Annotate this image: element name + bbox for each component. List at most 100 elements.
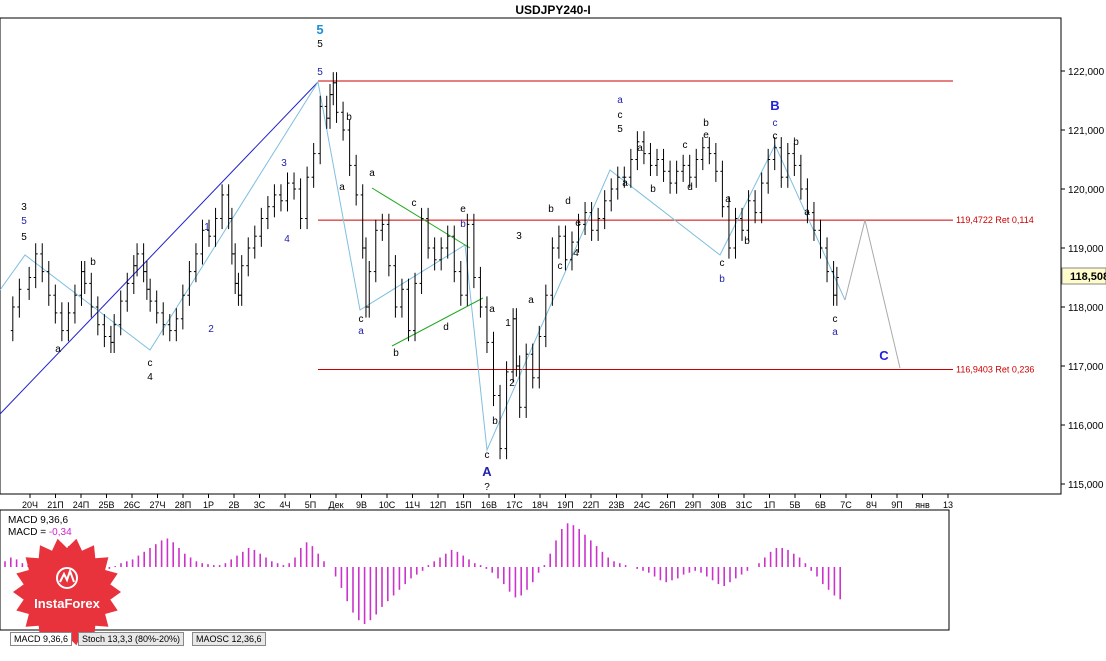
- tab-maosc[interactable]: MAOSC 12,36,6: [192, 632, 266, 646]
- wave-label: B: [770, 98, 779, 113]
- time-tick-label: 10С: [379, 500, 396, 510]
- indicator-tabbar: MACD 9,36,6 Stoch 13,3,3 (80%-20%) MAOSC…: [0, 630, 950, 646]
- logo-burst-icon: [13, 538, 121, 646]
- price-tick-label: 117,000: [1068, 362, 1104, 373]
- wave-label: 1: [204, 222, 210, 233]
- time-tick-label: 28П: [175, 500, 191, 510]
- time-tick-label: 29П: [685, 500, 701, 510]
- wave-label: c: [412, 198, 417, 209]
- time-tick-label: 11Ч: [405, 500, 420, 510]
- wave-label: ?: [484, 482, 490, 493]
- wave-label: 2: [208, 324, 214, 335]
- time-tick-label: 16В: [481, 500, 497, 510]
- wave-label: 3: [21, 202, 27, 213]
- macd-title: MACD 9,36,6: [8, 515, 69, 526]
- time-axis: 20Ч 21П 24П 25В 26С 27Ч 28П 1Р 2В 3С 4Ч 5П Дек 9В 10С 1…: [22, 494, 953, 510]
- tab-macd[interactable]: MACD 9,36,6: [10, 632, 73, 646]
- wave-label: c: [720, 258, 725, 269]
- wave-label: a: [339, 182, 345, 193]
- wave-label: c: [558, 261, 563, 272]
- logo-text: InstaForex: [34, 596, 100, 611]
- wave-label: 5: [317, 39, 323, 50]
- wave-label: b: [650, 184, 656, 195]
- time-tick-label: 30В: [710, 500, 726, 510]
- wave-label: c: [773, 118, 778, 129]
- time-tick-label: 4Ч: [279, 500, 290, 510]
- wave-label: a: [489, 304, 495, 315]
- time-tick-label: 5П: [305, 500, 316, 510]
- fib-level-label: 119,4722 Ret 0,114: [956, 215, 1034, 225]
- wave-label: a: [369, 168, 375, 179]
- time-tick-label: 1П: [764, 500, 775, 510]
- time-tick-label: 21П: [47, 500, 63, 510]
- wave-labels: 355abc41234555bacaacbdebabcA?123abcde4ac…: [21, 22, 889, 493]
- tab-stoch[interactable]: Stoch 13,3,3 (80%-20%): [78, 632, 185, 646]
- wave-label: b: [346, 112, 352, 123]
- wave-label: b: [744, 236, 750, 247]
- time-tick-label: 24П: [73, 500, 89, 510]
- wave-label: c: [359, 314, 364, 325]
- time-tick-label: 7С: [840, 500, 852, 510]
- wave-label: c: [485, 450, 490, 461]
- wave-label: a: [358, 326, 364, 337]
- triangle-bottom-line: [391, 297, 484, 347]
- wave-label: 4: [147, 372, 153, 383]
- wave-label: 2: [509, 378, 515, 389]
- wave-label: C: [879, 348, 889, 363]
- time-tick-label: 6В: [815, 500, 826, 510]
- price-tick-label: 119,000: [1068, 244, 1104, 255]
- time-tick-label: 22П: [583, 500, 599, 510]
- current-price-box: [1061, 267, 1106, 285]
- wave-label: a: [832, 327, 838, 338]
- wave-label: 5: [617, 124, 623, 135]
- wave-label: a: [622, 178, 628, 189]
- wave-label: 1: [505, 318, 511, 329]
- wave-label: a: [617, 95, 623, 106]
- price-axis: 122,000 121,000 120,000 119,000 118,000 117,0…: [1061, 67, 1105, 491]
- wave-label: d: [443, 322, 449, 333]
- wave-label: e: [460, 204, 466, 215]
- wave-label: a: [637, 143, 643, 154]
- wave-label: a: [528, 295, 534, 306]
- wave-label: 5: [316, 22, 323, 37]
- macd-value-row: MACD = -0,34: [8, 527, 72, 538]
- time-tick-label: 18Ч: [532, 500, 548, 510]
- time-tick-label: 20Ч: [22, 500, 38, 510]
- triangle-top-line: [371, 187, 471, 249]
- macd-value: -0,34: [48, 527, 72, 538]
- price-tick-label: 120,000: [1068, 185, 1105, 196]
- time-tick-label: 3С: [254, 500, 266, 510]
- time-tick-label: 9В: [356, 500, 367, 510]
- time-tick-label: 1Р: [203, 500, 214, 510]
- wave-label: 4: [573, 248, 579, 259]
- price-tick-label: 122,000: [1068, 67, 1105, 78]
- wave-label: b: [703, 118, 709, 129]
- wave-label: a: [725, 194, 731, 205]
- macd-plot-frame: [0, 509, 950, 631]
- price-tick-label: 115,000: [1068, 480, 1104, 491]
- time-tick-label: 2В: [228, 500, 239, 510]
- time-tick-label: 31С: [736, 500, 753, 510]
- time-tick-label: Дек: [328, 500, 343, 510]
- wave-label: b: [90, 257, 96, 268]
- instaforex-logo: InstaForex: [8, 538, 126, 646]
- overlay-lines: [0, 80, 953, 452]
- time-tick-label: 24С: [634, 500, 651, 510]
- main-plot-frame: [0, 17, 1062, 495]
- wave-label: c: [148, 358, 153, 369]
- time-tick-label: 26П: [659, 500, 675, 510]
- wave-label: a: [804, 207, 810, 218]
- time-tick-label: 5В: [789, 500, 800, 510]
- wave-label: b: [548, 204, 554, 215]
- wave-label: b: [793, 137, 799, 148]
- wave-label: 5: [21, 216, 27, 227]
- wave-label: c: [773, 131, 778, 142]
- price-tick-label: 116,000: [1068, 421, 1104, 432]
- macd-value-prefix: MACD =: [8, 527, 49, 538]
- wave-label: 3: [516, 231, 522, 242]
- time-tick-label: янв: [915, 500, 930, 510]
- wave-label: b: [492, 416, 498, 427]
- wave-label: c: [618, 110, 623, 121]
- time-tick-label: 26С: [124, 500, 141, 510]
